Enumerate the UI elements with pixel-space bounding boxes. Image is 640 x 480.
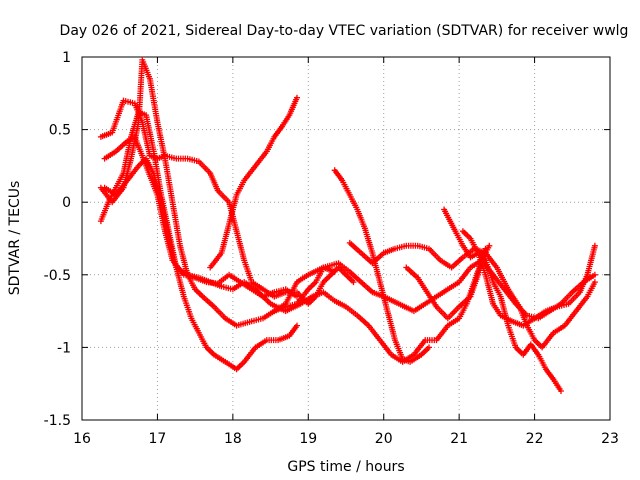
- data-point-markers: [331, 167, 432, 365]
- series-arc-5: [101, 155, 493, 365]
- data-point-markers: [207, 94, 300, 271]
- x-tick-label: 20: [375, 431, 393, 447]
- axis-ticks: [81, 56, 611, 421]
- y-tick-label: -1.5: [44, 413, 71, 429]
- series-arc-12: [459, 228, 598, 329]
- x-axis-label: GPS time / hours: [287, 459, 404, 475]
- x-tick-label: 23: [601, 431, 619, 447]
- data-point-markers: [97, 109, 300, 373]
- grid-lines: [82, 57, 610, 420]
- data-series: [97, 56, 598, 394]
- series-arc-4: [97, 109, 300, 373]
- chart-title: Day 026 of 2021, Sidereal Day-to-day VTE…: [60, 23, 629, 39]
- x-axis-tick-labels: 16 17 18 19 20 21 22 23: [73, 431, 619, 447]
- x-tick-label: 18: [224, 431, 242, 447]
- x-tick-label: 16: [73, 431, 91, 447]
- y-tick-label: 0: [62, 195, 71, 211]
- y-tick-label: 1: [62, 50, 71, 66]
- series-arc-8: [331, 167, 432, 365]
- data-point-markers: [101, 155, 493, 365]
- y-tick-label: -0.5: [44, 268, 71, 284]
- y-axis-tick-labels: 1 0.5 0 -0.5 -1 -1.5: [44, 50, 71, 429]
- series-arc-6: [207, 94, 300, 271]
- x-tick-label: 22: [526, 431, 544, 447]
- plot-area-frame: [81, 56, 611, 421]
- y-tick-label: -1: [57, 340, 71, 356]
- y-tick-label: 0.5: [49, 123, 71, 139]
- data-point-markers: [459, 228, 598, 329]
- x-tick-label: 21: [450, 431, 468, 447]
- y-axis-label: SDTVAR / TECUs: [7, 181, 23, 296]
- x-tick-label: 19: [299, 431, 317, 447]
- x-tick-label: 17: [149, 431, 167, 447]
